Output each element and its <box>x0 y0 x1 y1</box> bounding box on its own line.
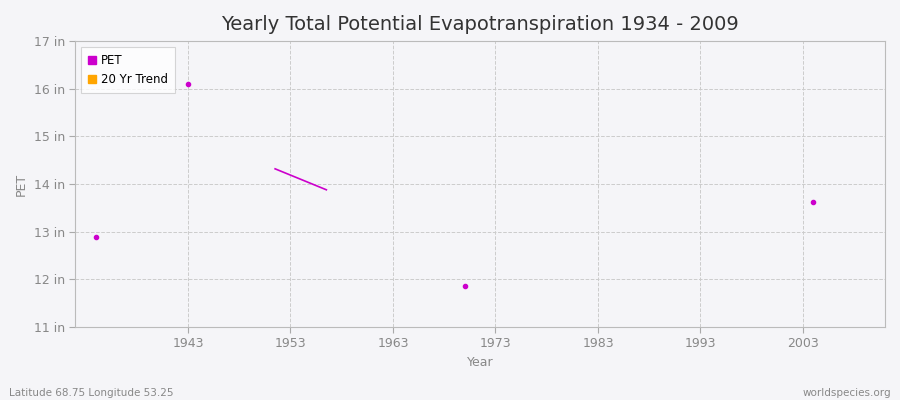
X-axis label: Year: Year <box>467 356 493 369</box>
Text: worldspecies.org: worldspecies.org <box>803 388 891 398</box>
Text: Latitude 68.75 Longitude 53.25: Latitude 68.75 Longitude 53.25 <box>9 388 174 398</box>
Title: Yearly Total Potential Evapotranspiration 1934 - 2009: Yearly Total Potential Evapotranspiratio… <box>221 15 739 34</box>
Y-axis label: PET: PET <box>15 172 28 196</box>
Legend: PET, 20 Yr Trend: PET, 20 Yr Trend <box>81 47 176 93</box>
